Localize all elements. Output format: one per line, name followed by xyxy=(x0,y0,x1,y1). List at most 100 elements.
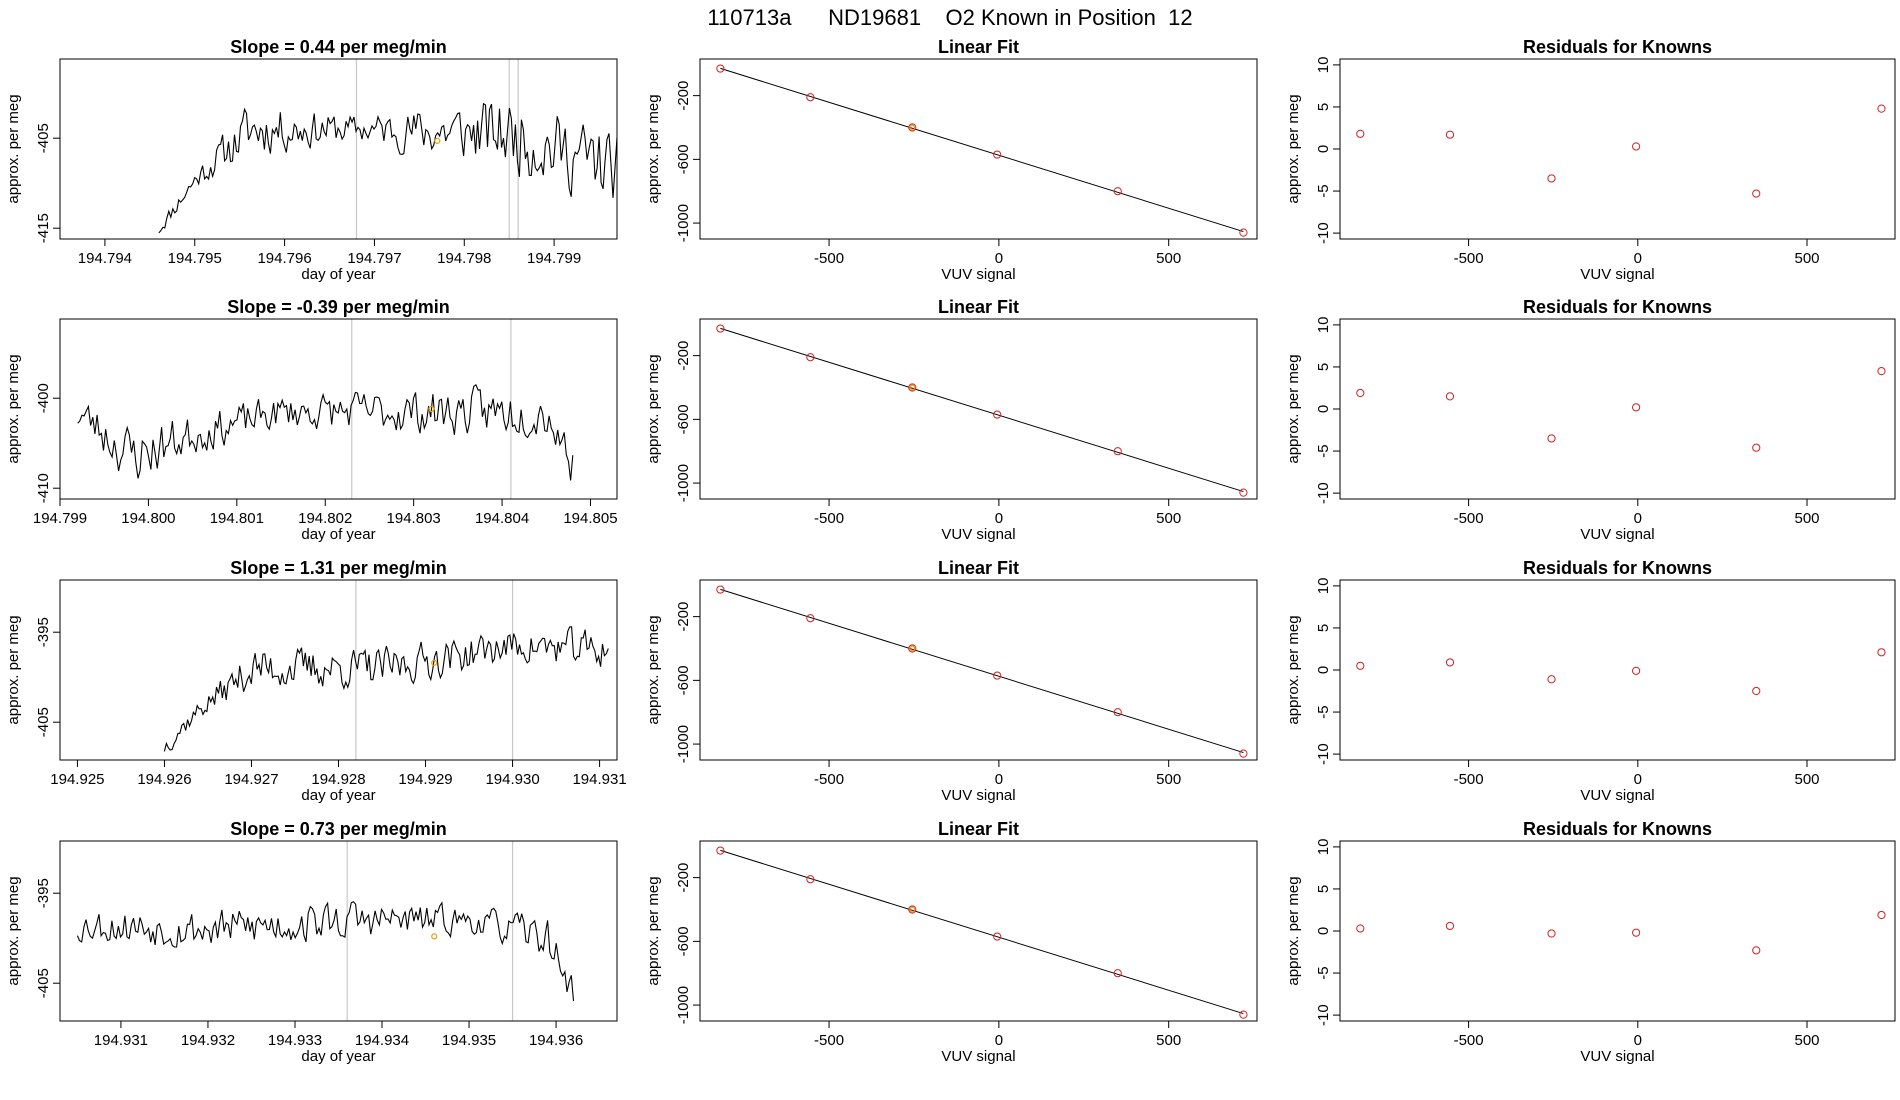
y-tick-label: 0 xyxy=(1315,405,1332,413)
panel-grid: Slope = 0.44 per meg/min 194.794 194.795 19… xyxy=(5,37,1896,1065)
panel-3-3: Residuals for Knowns -500 0 500 -10 -5 0 5 10 VUV… xyxy=(1285,558,1896,804)
x-axis-label: VUV signal xyxy=(1580,1048,1654,1065)
data-point xyxy=(1547,929,1556,938)
panel-title: Residuals for Knowns xyxy=(1523,297,1712,317)
x-tick-label: 194.797 xyxy=(347,250,401,267)
plot-frame xyxy=(59,318,618,500)
highlight-point xyxy=(909,906,916,913)
y-axis-label: approx. per meg xyxy=(1285,354,1302,463)
x-tick-label: -500 xyxy=(814,250,844,267)
panel-title: Residuals for Knowns xyxy=(1523,558,1712,578)
data-point xyxy=(1877,104,1886,113)
data-point xyxy=(1113,708,1122,717)
x-tick-label: 194.927 xyxy=(224,771,278,788)
data-point xyxy=(1752,443,1761,452)
highlight-point xyxy=(909,124,916,131)
y-axis-label: approx. per meg xyxy=(645,615,662,724)
x-tick-label: 500 xyxy=(1794,510,1819,527)
y-tick-label: -10 xyxy=(1315,222,1332,244)
x-tick-label: 0 xyxy=(1634,771,1642,788)
x-tick-label: -500 xyxy=(814,771,844,788)
x-tick-label: 194.931 xyxy=(572,771,626,788)
y-axis-label: approx. per meg xyxy=(1285,94,1302,203)
x-tick-label: 194.804 xyxy=(475,510,529,527)
panel-title: Linear Fit xyxy=(938,819,1019,839)
x-axis-label: day of year xyxy=(301,787,375,804)
y-tick-label: 5 xyxy=(1315,885,1332,893)
x-axis-label: VUV signal xyxy=(941,526,1015,543)
y-tick-label: 0 xyxy=(1315,666,1332,674)
y-tick-label: 5 xyxy=(1315,363,1332,371)
y-tick-label: -405 xyxy=(35,707,52,737)
x-tick-label: 0 xyxy=(995,510,1003,527)
y-tick-label: -405 xyxy=(35,968,52,998)
y-tick-label: -5 xyxy=(1315,184,1332,197)
highlight-point xyxy=(431,933,438,940)
y-tick-label: -5 xyxy=(1315,705,1332,718)
data-point xyxy=(1113,969,1122,978)
plot-area xyxy=(163,580,609,760)
y-tick-label: -1000 xyxy=(675,725,692,763)
data-point xyxy=(908,905,917,914)
x-tick-label: 194.801 xyxy=(210,510,264,527)
y-tick-label: 0 xyxy=(1315,145,1332,153)
plot-area xyxy=(1356,910,1886,955)
x-tick-label: 194.931 xyxy=(94,1032,148,1049)
y-tick-label: 10 xyxy=(1315,57,1332,74)
panel-title: Slope = 0.73 per meg/min xyxy=(230,819,447,839)
x-tick-label: 0 xyxy=(995,1032,1003,1049)
plot-frame xyxy=(699,840,1258,1022)
data-point xyxy=(1356,924,1365,933)
data-series-line xyxy=(77,383,574,481)
x-tick-label: -500 xyxy=(1454,510,1484,527)
data-point xyxy=(716,324,725,333)
y-tick-label: 10 xyxy=(1315,578,1332,595)
y-axis-label: approx. per meg xyxy=(645,354,662,463)
x-tick-label: 194.803 xyxy=(387,510,441,527)
x-tick-label: 194.934 xyxy=(355,1032,409,1049)
plot-frame xyxy=(1339,840,1896,1022)
y-tick-label: -415 xyxy=(35,213,52,243)
y-tick-label: -200 xyxy=(675,863,692,893)
x-tick-label: 194.796 xyxy=(257,250,311,267)
y-axis-label: approx. per meg xyxy=(1285,876,1302,985)
plot-area xyxy=(1356,367,1886,452)
data-point xyxy=(1632,928,1641,937)
data-point xyxy=(1547,434,1556,443)
x-tick-label: 0 xyxy=(1634,250,1642,267)
x-tick-label: 194.929 xyxy=(398,771,452,788)
data-point xyxy=(716,846,725,855)
y-tick-label: -5 xyxy=(1315,966,1332,979)
plot-frame xyxy=(699,318,1258,500)
x-tick-label: 194.936 xyxy=(529,1032,583,1049)
data-point xyxy=(716,585,725,594)
data-point xyxy=(1239,1010,1248,1019)
x-tick-label: 194.935 xyxy=(442,1032,496,1049)
data-series-line xyxy=(163,626,609,752)
x-tick-label: 194.805 xyxy=(563,510,617,527)
y-tick-label: -5 xyxy=(1315,444,1332,457)
data-point xyxy=(1239,488,1248,497)
data-point xyxy=(1547,174,1556,183)
y-tick-label: -600 xyxy=(675,144,692,174)
x-tick-label: 500 xyxy=(1156,510,1181,527)
x-tick-label: 194.798 xyxy=(437,250,491,267)
panel-4-1: Slope = 0.73 per meg/min 194.931 194.932 19… xyxy=(5,819,618,1065)
x-tick-label: 0 xyxy=(995,250,1003,267)
x-tick-label: 194.925 xyxy=(50,771,104,788)
plot-area xyxy=(1356,104,1886,198)
y-tick-label: -400 xyxy=(35,383,52,413)
plot-area xyxy=(716,585,1248,758)
data-point xyxy=(1752,946,1761,955)
x-tick-label: 194.933 xyxy=(268,1032,322,1049)
y-tick-label: -600 xyxy=(675,926,692,956)
x-tick-label: 194.932 xyxy=(181,1032,235,1049)
data-point xyxy=(1752,189,1761,198)
data-point xyxy=(1632,666,1641,675)
highlight-point xyxy=(434,137,441,144)
panel-1-2: Linear Fit -500 0 500 -1000 -600 -200 VUV signa… xyxy=(645,37,1258,283)
y-axis-label: approx. per meg xyxy=(5,876,22,985)
y-tick-label: -200 xyxy=(675,341,692,371)
data-point xyxy=(908,644,917,653)
data-point xyxy=(993,671,1002,680)
